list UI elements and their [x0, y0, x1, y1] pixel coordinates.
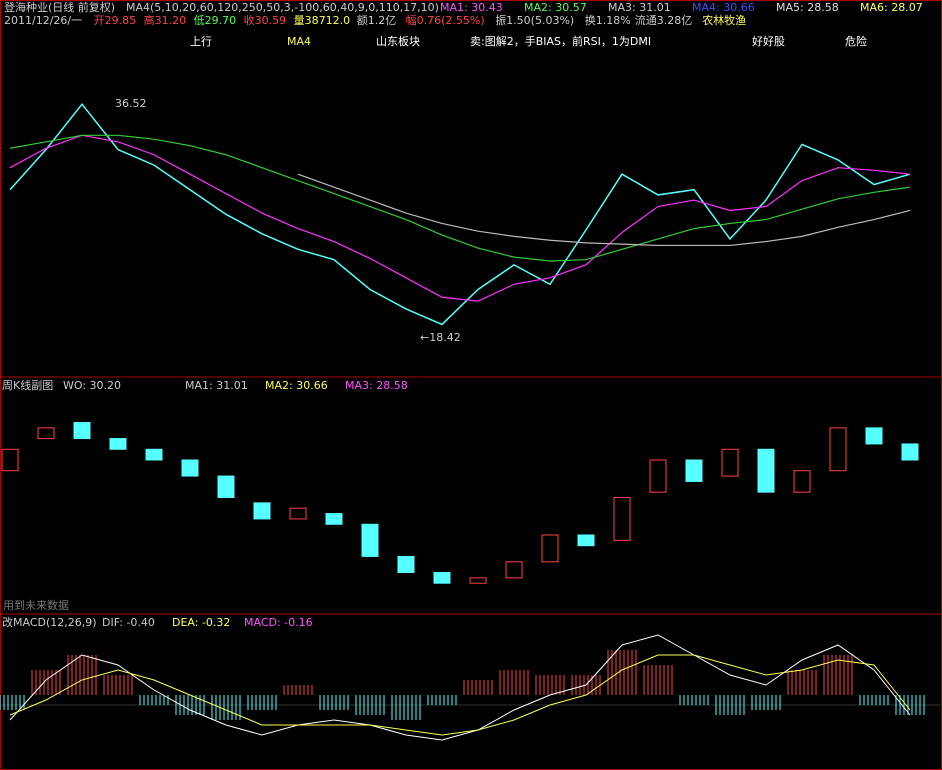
- ma-value: MA2: 30.66: [265, 379, 328, 392]
- stock-name: 登海种业(日线 前复权): [4, 0, 115, 14]
- weekly-candle: [505, 561, 523, 579]
- quote-item: 高31.20: [144, 13, 187, 27]
- weekly-candle: [109, 438, 127, 450]
- quote-item: 换1.18%: [585, 13, 631, 27]
- weekly-candle: [1, 448, 19, 472]
- macd-label: MACD: -0.16: [244, 616, 313, 629]
- ma-values: MA1: 30.43 MA2: 30.57 MA3: 31.01 MA4: 30.66…: [440, 1, 923, 14]
- weekly-candle: [325, 513, 343, 525]
- dea-label: DEA: -0.32: [172, 616, 230, 629]
- weekly-candle: [649, 459, 667, 493]
- weekly-candle: [829, 427, 847, 472]
- signal-label: 上行: [190, 35, 212, 48]
- panel-title: 周K线副图: [2, 378, 53, 392]
- quote-item: 低29.70: [194, 14, 237, 27]
- weekly-candle: [901, 443, 919, 461]
- wo-label: WO: 30.20: [63, 379, 121, 392]
- price-line: [9, 103, 911, 326]
- price-line: [9, 134, 911, 262]
- weekly-candle: [433, 572, 451, 584]
- weekly-candle: [541, 534, 559, 563]
- note: 用到未来数据: [3, 598, 69, 612]
- panel-title: 改MACD(12,26,9): [2, 615, 97, 629]
- weekly-candle: [145, 448, 163, 461]
- ma-value: MA1: 31.01: [185, 379, 248, 392]
- ma-value: MA1: 30.43: [440, 1, 503, 14]
- signal-label: 卖:图解2，手BIAS，前RSI，1为DMI: [470, 34, 651, 48]
- quote-item: 幅0.76(2.55%): [406, 14, 485, 27]
- quote-item: 流通3.28亿: [635, 13, 693, 27]
- weekly-candle: [37, 427, 55, 440]
- signal-label: MA4: [287, 35, 311, 48]
- dif-label: DIF: -0.40: [102, 616, 155, 629]
- weekly-candle: [469, 577, 487, 584]
- ma-value: MA2: 30.57: [524, 1, 587, 14]
- quote-item: 额1.2亿: [357, 14, 397, 27]
- weekly-candle: [253, 502, 271, 520]
- ma-value: MA3: 31.01: [608, 1, 671, 14]
- ma-value: MA4: 30.66: [692, 1, 755, 14]
- signal-label: 好好股: [752, 34, 785, 48]
- dea-line: [9, 654, 911, 736]
- ma-value: MA5: 28.58: [776, 1, 839, 14]
- low-label: ←18.42: [420, 331, 461, 344]
- weekly-candle: [181, 459, 199, 477]
- quote-item: 振1.50(5.03%): [495, 13, 574, 27]
- high-label: 36.52: [115, 97, 147, 110]
- ma-value: MA3: 28.58: [345, 379, 408, 392]
- weekly-candle: [577, 534, 595, 547]
- quote-item: 农林牧渔: [702, 13, 746, 27]
- weekly-candle: [289, 507, 307, 520]
- price-line: [9, 134, 911, 302]
- indicator: MA4(5,10,20,60,120,250,50,3,-100,60,40,9…: [126, 1, 439, 14]
- quote-item: 开29.85: [94, 14, 137, 27]
- weekly-candle: [685, 459, 703, 482]
- quote: 2011/12/26/一 开29.85 高31.20 低29.70 收30.59 量387…: [4, 13, 746, 27]
- weekly-candle: [397, 555, 415, 574]
- weekly-candle: [73, 422, 91, 440]
- weekly-candle: [361, 523, 379, 557]
- ma-value: MA6: 28.07: [860, 1, 923, 14]
- signal-label: 山东板块: [376, 34, 420, 48]
- weekly-ma: MA1: 31.01 MA2: 30.66 MA3: 28.58: [185, 379, 408, 392]
- quote-item: 量38712.0: [294, 14, 351, 27]
- price-line: [297, 173, 911, 247]
- signal-label: 危险: [845, 34, 867, 48]
- weekly-candle: [613, 497, 631, 541]
- weekly-candle: [721, 448, 739, 477]
- dif-line: [9, 634, 911, 741]
- labels: 上行 MA4 山东板块 卖:图解2，手BIAS，前RSI，1为DMI 好好股 危险: [190, 34, 867, 48]
- weekly-candle: [217, 475, 235, 499]
- quote-item: 2011/12/26/一: [4, 14, 82, 27]
- weekly-candle: [793, 470, 811, 493]
- weekly-candle: [865, 427, 883, 445]
- quote-item: 收30.59: [244, 13, 287, 27]
- weekly-candle: [757, 448, 775, 493]
